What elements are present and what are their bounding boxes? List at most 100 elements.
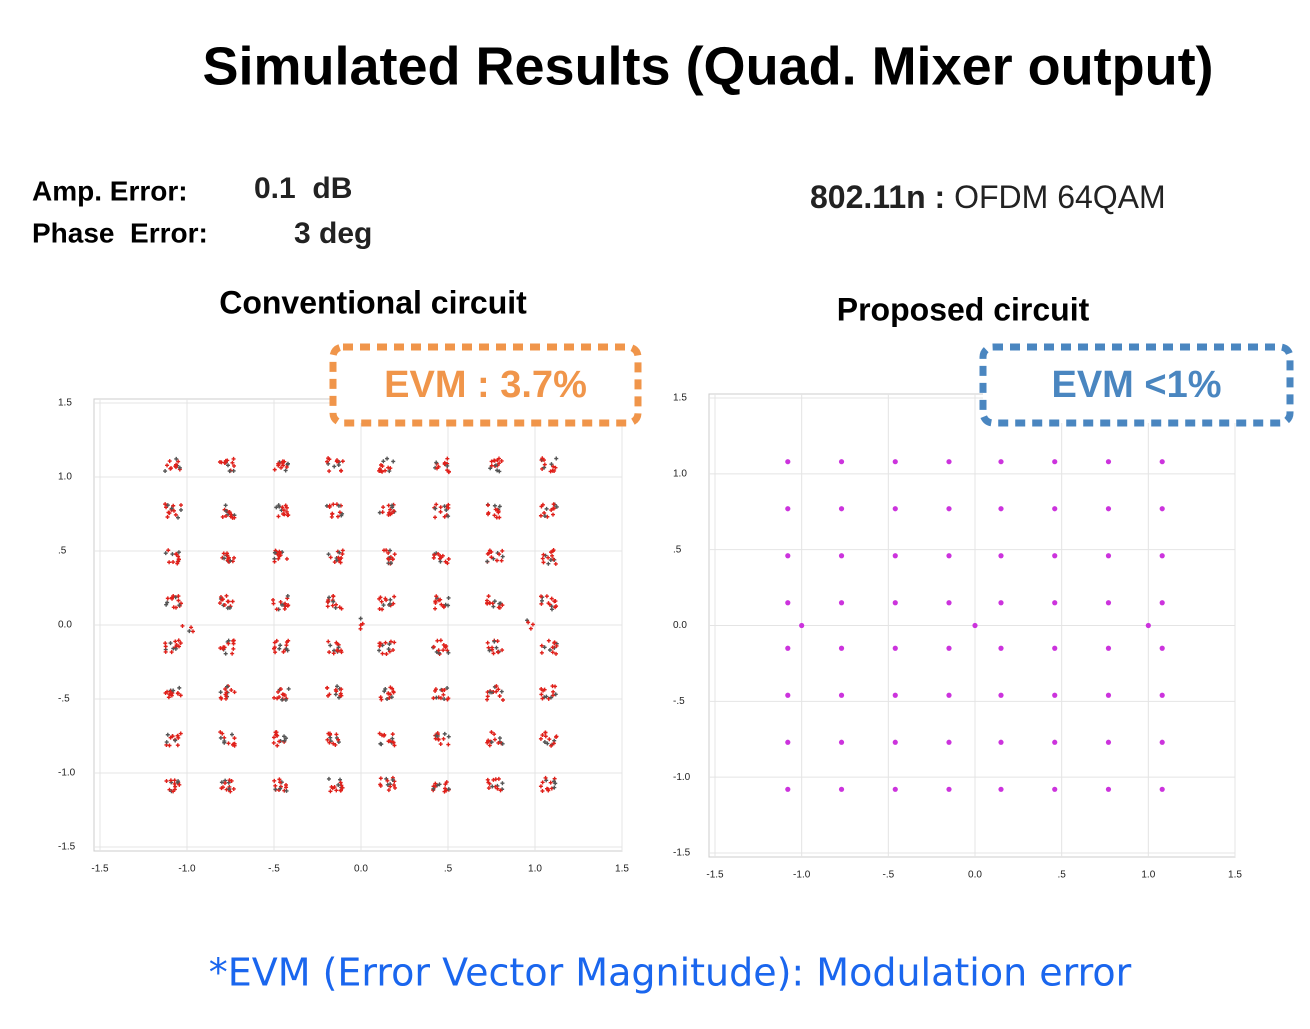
scatter-mark (232, 736, 237, 741)
scatter-mark (224, 690, 229, 695)
scatter-mark (171, 508, 176, 513)
scatter-mark (489, 555, 494, 560)
scatter-mark (178, 693, 183, 698)
scatter-mark (547, 737, 552, 742)
scatter-point (785, 459, 791, 465)
scatter-mark (540, 696, 545, 701)
scatter-mark (494, 689, 499, 694)
scatter-mark (227, 510, 232, 515)
scatter-mark (280, 505, 285, 510)
x-tick-label: 1.0 (528, 864, 542, 875)
scatter-mark (230, 460, 235, 465)
scatter-point (838, 786, 845, 792)
scatter-mark (326, 776, 331, 781)
scatter-mark (226, 641, 231, 646)
scatter-mark (496, 456, 501, 461)
point-cluster (220, 503, 237, 520)
point-cluster (324, 502, 345, 519)
scatter-mark (331, 741, 336, 746)
scatter-mark (542, 514, 547, 519)
scatter-mark (222, 602, 227, 607)
point-cluster (326, 776, 345, 794)
scatter-mark (489, 730, 494, 735)
scatter-mark (173, 512, 178, 517)
scatter-mark (549, 596, 554, 601)
scatter-mark (284, 736, 289, 741)
point-cluster (217, 593, 235, 611)
scatter-mark (173, 738, 178, 743)
scatter-mark (392, 640, 397, 645)
scatter-mark (539, 650, 544, 655)
scatter-point (1159, 600, 1165, 606)
scatter-mark (542, 510, 547, 515)
scatter-mark (284, 646, 289, 651)
scatter-mark (549, 462, 554, 467)
scatter-mark (435, 638, 440, 643)
scatter-mark (278, 643, 283, 648)
scatter-mark (222, 556, 227, 561)
scatter-mark (275, 552, 280, 557)
point-cluster (539, 594, 559, 612)
scatter-mark (223, 651, 228, 656)
scatter-mark (273, 787, 278, 792)
scatter-mark (272, 559, 277, 564)
scatter-mark (386, 556, 391, 561)
scatter-point (785, 506, 791, 512)
scatter-mark (227, 786, 232, 791)
scatter-mark (388, 685, 393, 690)
scatter-mark (275, 743, 280, 748)
scatter-mark (222, 781, 227, 786)
scatter-mark (177, 644, 182, 649)
scatter-mark (442, 731, 447, 736)
scatter-mark (165, 732, 170, 737)
scatter-mark (272, 550, 277, 555)
scatter-mark (168, 641, 173, 646)
scatter-point (946, 692, 952, 698)
scatter-mark (217, 601, 222, 606)
scatter-mark (490, 784, 495, 789)
scatter-mark (492, 737, 497, 742)
scatter-mark (544, 694, 549, 699)
scatter-mark (492, 513, 497, 518)
scatter-mark (232, 515, 237, 520)
scatter-mark (380, 464, 385, 469)
scatter-mark (485, 640, 490, 645)
scatter-mark (445, 648, 450, 653)
scatter-point (892, 600, 898, 606)
scatter-mark (446, 557, 451, 561)
scatter-mark (550, 693, 555, 698)
x-tick-label: -1.0 (793, 870, 811, 881)
scatter-mark (336, 463, 341, 468)
scatter-mark (492, 599, 497, 604)
scatter-mark (228, 558, 233, 563)
scatter-point (838, 692, 845, 698)
scatter-mark (438, 742, 443, 747)
scatter-mark (334, 558, 339, 563)
scatter-mark (497, 601, 502, 606)
scatter-mark (554, 651, 559, 656)
scatter-point (946, 459, 952, 465)
point-cluster (272, 686, 291, 702)
scatter-mark (218, 690, 223, 695)
point-cluster (378, 775, 398, 793)
scatter-point (998, 786, 1004, 792)
scatter-mark (163, 502, 168, 507)
scatter-mark (222, 739, 227, 744)
scatter-mark (436, 737, 441, 742)
scatter-mark (554, 604, 559, 609)
scatter-mark (445, 686, 450, 691)
point-cluster (163, 456, 182, 474)
scatter-mark (499, 689, 504, 694)
scatter-mark (547, 647, 552, 652)
point-cluster (485, 684, 505, 702)
scatter-mark (383, 640, 388, 645)
scatter-mark (274, 505, 279, 510)
x-tick-label: 1.5 (615, 864, 629, 875)
scatter-mark (283, 601, 288, 606)
scatter-mark (176, 594, 181, 599)
scatter-mark (276, 556, 281, 561)
scatter-mark (165, 503, 170, 508)
scatter-mark (548, 558, 553, 563)
scatter-mark (277, 554, 282, 559)
scatter-mark (224, 508, 229, 513)
